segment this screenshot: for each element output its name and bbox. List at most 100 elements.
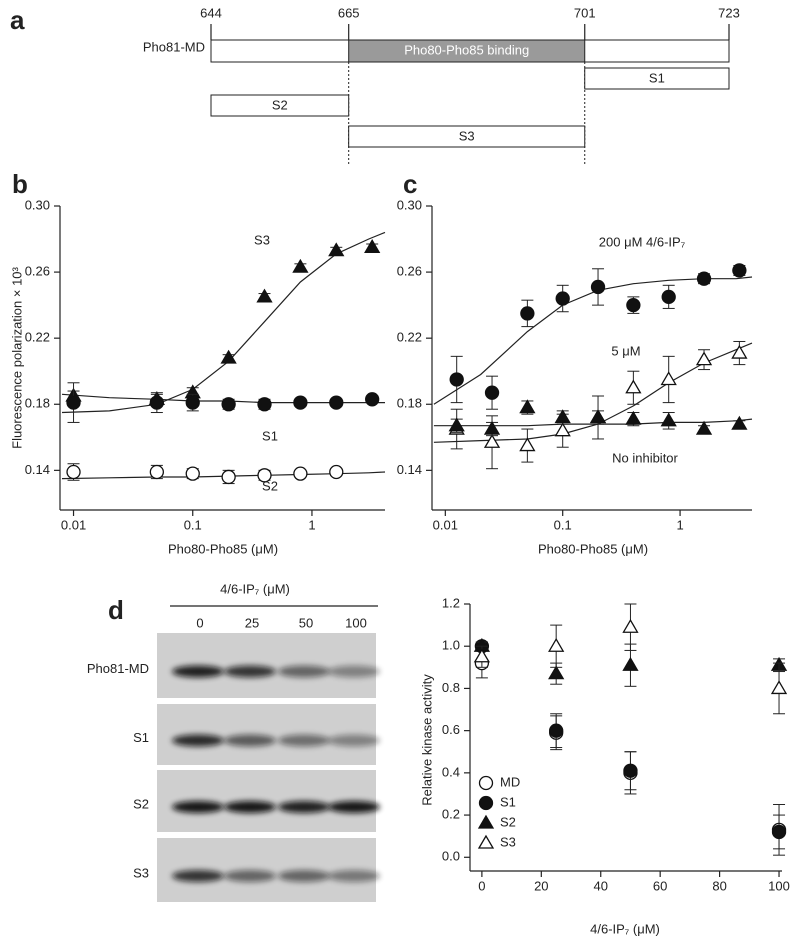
fit-curve	[433, 342, 753, 443]
blot-band	[328, 801, 380, 813]
x-tick-label: 100	[768, 878, 790, 893]
position-label: 701	[574, 5, 596, 20]
y-tick-label: 0.6	[442, 722, 460, 737]
marker-circle	[732, 263, 747, 278]
marker-triangle	[483, 420, 501, 435]
marker-circle	[590, 279, 606, 295]
marker-triangle	[695, 420, 713, 435]
blot-image	[157, 633, 376, 698]
marker-triangle	[660, 371, 677, 386]
panel-letter: b	[12, 169, 28, 199]
marker-circle	[149, 395, 165, 410]
marker-circle	[771, 824, 787, 840]
fragment-label: S1	[649, 70, 665, 85]
blot-band	[172, 665, 224, 678]
marker-triangle	[554, 422, 571, 437]
lane-label: 50	[299, 615, 313, 630]
fit-curve	[433, 276, 753, 405]
blot-band	[328, 734, 380, 747]
fit-curve	[61, 471, 386, 480]
marker-triangle	[625, 410, 642, 425]
marker-triangle	[256, 288, 273, 303]
binding-region	[348, 39, 586, 63]
y-tick-label: 0.18	[25, 396, 50, 411]
marker-circle	[293, 395, 308, 410]
blot-band	[172, 801, 224, 813]
x-tick-label: 0.1	[554, 517, 572, 532]
blot-band	[172, 734, 224, 747]
marker-triangle	[364, 239, 381, 253]
marker-circle	[555, 291, 570, 306]
legend-label: S3	[500, 834, 516, 849]
marker-circle	[329, 464, 344, 480]
x-tick-label: 0	[478, 878, 485, 893]
marker-triangle	[770, 680, 788, 695]
position-label: 665	[338, 5, 360, 20]
marker-triangle	[292, 258, 309, 273]
blot-band	[278, 801, 330, 813]
blot-row-label: S1	[133, 730, 149, 745]
blot-title: 4/6-IP₇ (μM)	[220, 581, 290, 596]
panel-letter: c	[403, 169, 417, 199]
marker-circle	[449, 372, 464, 387]
y-tick-label: 0.18	[397, 396, 422, 411]
marker-triangle	[519, 399, 536, 414]
marker-triangle	[622, 618, 639, 633]
y-tick-label: 0.26	[25, 264, 50, 279]
marker-triangle	[554, 409, 571, 424]
y-tick-label: 0.0	[442, 849, 460, 864]
fragment-bar	[210, 94, 350, 117]
fit-curve	[61, 231, 386, 414]
blot-row-label: S3	[133, 865, 149, 880]
marker-triangle	[731, 415, 748, 430]
y-axis-label: Fluorescence polarization × 10³	[9, 266, 24, 448]
x-tick-label: 60	[653, 878, 667, 893]
marker-circle	[221, 469, 236, 485]
fragment-bar	[348, 125, 586, 148]
legend-label: S2	[500, 814, 516, 829]
marker-circle	[329, 395, 344, 410]
blot-row-label: Pho81-MD	[87, 661, 149, 676]
marker-circle	[626, 297, 641, 313]
series-label: 5 μM	[611, 343, 640, 358]
blot-image	[157, 704, 376, 765]
marker-triangle	[220, 349, 237, 364]
legend-marker	[477, 834, 495, 849]
y-tick-label: 1.0	[442, 638, 460, 653]
marker-triangle	[483, 433, 501, 448]
x-tick-label: 80	[712, 878, 726, 893]
y-tick-label: 0.2	[442, 807, 460, 822]
blot-band	[278, 665, 330, 678]
lane-label: 100	[345, 615, 367, 630]
x-axis-label: 4/6-IP₇ (μM)	[590, 921, 660, 936]
y-tick-label: 0.8	[442, 680, 460, 695]
fragment-bar	[584, 67, 730, 90]
fragment-label: S3	[459, 128, 475, 143]
marker-triangle	[589, 409, 607, 424]
marker-circle	[185, 395, 200, 410]
fit-curve	[433, 418, 753, 427]
binding-label: Pho80-Pho85 binding	[404, 42, 529, 57]
construct-label: Pho81-MD	[143, 39, 205, 54]
position-label: 644	[200, 5, 222, 20]
panel-letter: a	[10, 5, 25, 35]
marker-circle	[623, 763, 638, 778]
y-tick-label: 0.22	[25, 330, 50, 345]
legend-label: MD	[500, 774, 520, 789]
y-axis-label: Relative kinase activity	[419, 674, 434, 806]
marker-triangle	[548, 637, 565, 652]
y-tick-label: 0.4	[442, 764, 460, 779]
y-tick-label: 0.30	[397, 197, 422, 212]
marker-triangle	[448, 417, 465, 432]
marker-triangle	[328, 242, 345, 257]
blot-band	[172, 870, 224, 882]
y-tick-label: 0.26	[397, 264, 422, 279]
x-axis-label: Pho80-Pho85 (μM)	[538, 541, 648, 556]
x-tick-label: 0.01	[433, 517, 458, 532]
blot-band	[224, 734, 276, 747]
lane-label: 25	[245, 615, 259, 630]
legend-label: S1	[500, 794, 516, 809]
marker-circle	[185, 466, 200, 481]
blot-band	[224, 870, 276, 882]
